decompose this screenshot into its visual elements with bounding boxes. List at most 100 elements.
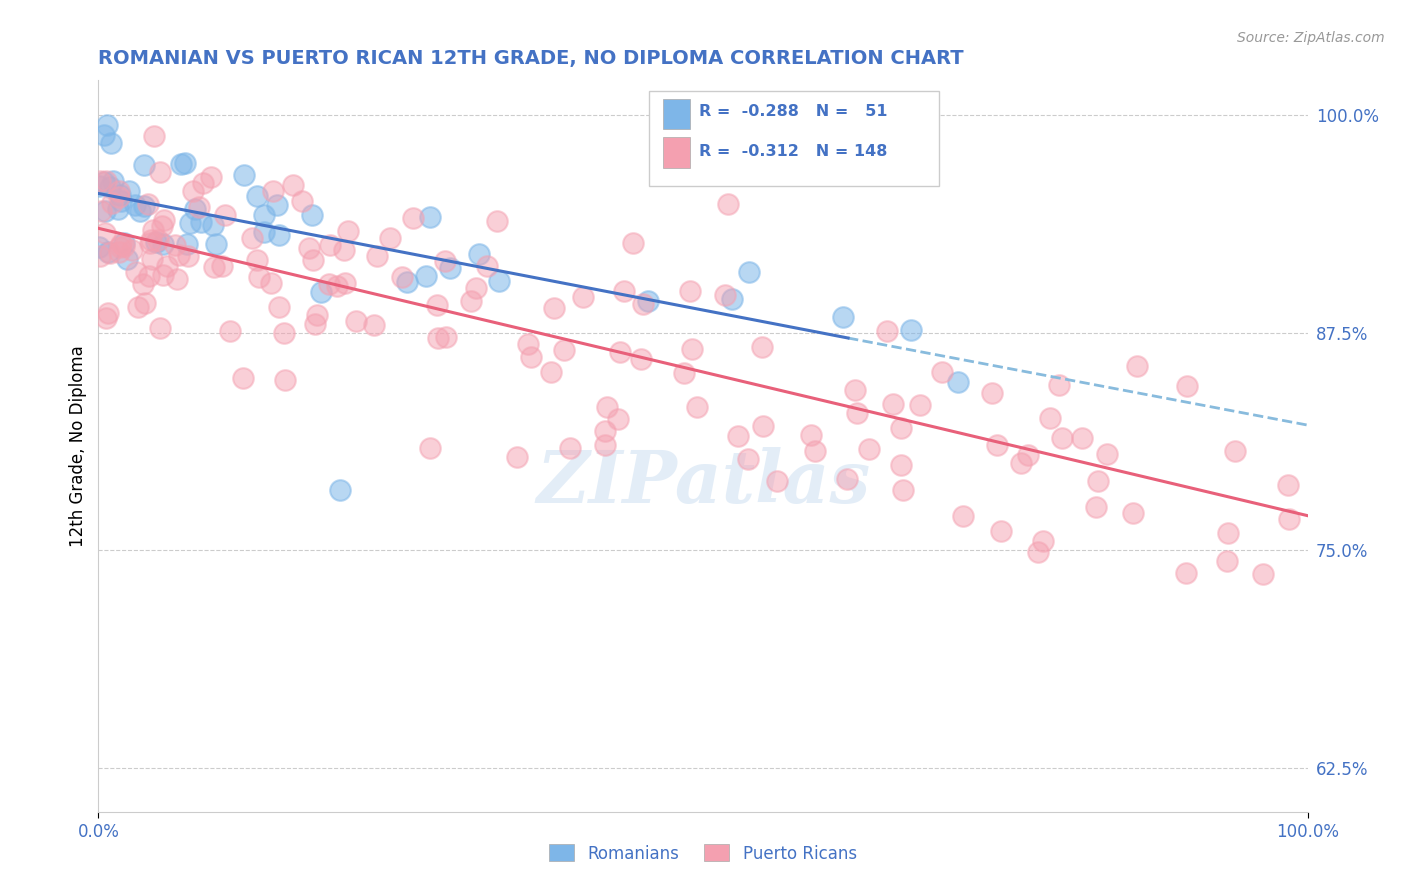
Point [93,176,115,190]
Point [262,184,284,198]
Point [89,249,111,263]
Point [201,218,224,232]
Point [1216,554,1239,568]
Point [882,396,904,410]
Point [335,276,357,290]
Point [908,398,931,412]
Point [1026,544,1049,558]
Point [134,296,156,310]
Point [540,365,562,379]
Point [717,196,740,211]
Point [173,156,195,170]
Point [475,259,498,273]
Point [191,176,214,190]
Point [146,233,169,247]
Point [101,195,124,210]
Point [204,237,226,252]
Point [1017,448,1039,462]
Point [98,180,121,194]
Point [301,208,323,222]
Point [488,274,510,288]
Point [326,278,349,293]
Point [329,483,352,497]
Point [247,269,270,284]
Point [233,168,256,182]
Point [142,223,165,237]
Point [737,452,759,467]
Point [219,324,242,338]
Point [107,245,129,260]
Point [415,268,437,283]
Point [211,259,233,273]
Point [141,252,163,267]
Point [832,310,855,325]
Point [931,365,953,379]
Point [727,428,749,442]
Point [630,352,652,367]
Point [571,290,593,304]
Point [337,224,360,238]
Point [110,194,132,208]
Point [167,248,190,262]
Point [267,300,290,314]
Point [202,260,225,274]
Point [402,211,425,226]
Point [427,330,450,344]
Point [112,236,135,251]
Point [152,268,174,283]
Point [519,350,541,364]
Point [143,128,166,143]
Point [94,204,117,219]
Point [593,424,616,438]
Point [948,375,970,389]
Point [439,260,461,275]
Point [890,458,912,473]
Point [467,247,489,261]
Point [179,216,201,230]
Point [890,421,912,435]
Point [1122,507,1144,521]
Point [395,276,418,290]
Point [100,136,122,150]
Point [96,118,118,132]
Point [110,237,132,252]
Point [260,277,283,291]
Point [200,170,222,185]
Point [127,300,149,314]
Point [165,238,187,252]
Point [108,240,131,254]
Text: Source: ZipAtlas.com: Source: ZipAtlas.com [1237,31,1385,45]
Point [426,298,449,312]
Point [93,128,115,142]
Point [1125,359,1147,374]
Point [187,200,209,214]
Point [766,474,789,488]
Point [460,294,482,309]
Y-axis label: 12th Grade, No Diploma: 12th Grade, No Diploma [69,345,87,547]
Point [1047,378,1070,392]
Point [89,179,111,194]
Point [419,441,441,455]
Point [876,324,898,338]
Point [1010,457,1032,471]
Point [253,208,276,222]
Point [543,301,565,315]
Point [804,444,827,458]
Point [307,308,329,322]
Point [134,198,156,212]
Point [94,227,117,241]
Point [141,233,163,247]
Point [1032,533,1054,548]
Point [138,197,160,211]
Point [800,428,823,442]
Point [751,340,773,354]
Point [138,269,160,284]
Point [90,203,112,218]
Point [166,272,188,286]
Point [990,524,1012,538]
Point [596,400,619,414]
Point [506,450,529,465]
Point [298,241,321,255]
Point [553,343,575,357]
Point [267,228,290,243]
